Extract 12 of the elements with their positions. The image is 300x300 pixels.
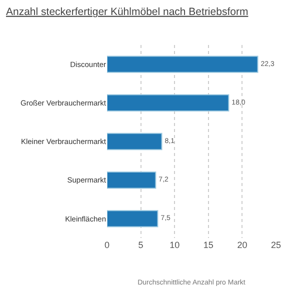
bar	[107, 171, 156, 189]
bar	[107, 56, 258, 73]
bar	[107, 132, 162, 150]
x-tick-label: 25	[270, 240, 282, 250]
x-tick-label: 10	[170, 240, 180, 250]
x-tick-label: 5	[138, 240, 144, 250]
x-tick-label: 0	[104, 240, 110, 250]
x-tick-label: 20	[237, 240, 248, 250]
bar	[107, 210, 158, 228]
x-tick-label: 15	[203, 240, 214, 250]
chart-title: Anzahl steckerfertiger Kühlmöbel nach Betriebsform	[6, 6, 248, 18]
bar	[107, 94, 230, 112]
